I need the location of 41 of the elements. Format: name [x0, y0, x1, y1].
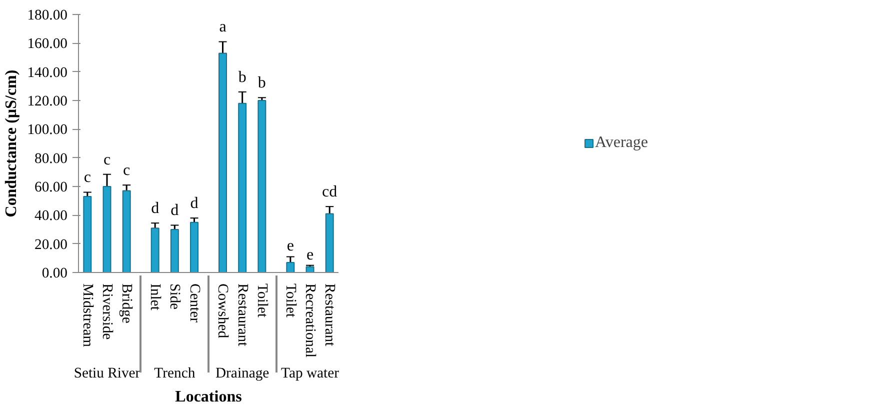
y-axis-title: Conductance (µS/cm) — [3, 70, 20, 218]
y-tick-label: 100.00 — [27, 122, 68, 138]
x-tick-label: Toilet — [282, 284, 298, 318]
data-label: e — [306, 246, 314, 264]
y-tick-label: 160.00 — [27, 36, 68, 52]
data-label: c — [84, 169, 91, 186]
y-tick-label: 0.00 — [42, 266, 68, 282]
data-label: cd — [322, 184, 338, 201]
data-label: b — [258, 74, 266, 92]
x-tick-label: Center — [186, 284, 202, 323]
data-label: a — [219, 18, 226, 36]
x-tick-label: Recreational — [302, 284, 318, 358]
y-tick-label: 60.00 — [34, 180, 68, 196]
text: Setiu River — [74, 366, 140, 382]
data-label: e — [286, 238, 294, 255]
x-tick-label: Cowshed — [214, 284, 231, 339]
y-tick-label: 140.00 — [27, 64, 68, 81]
x-tick-label: Side — [166, 284, 183, 310]
y-tick-label: 80.00 — [34, 150, 68, 167]
data-label: b — [238, 68, 246, 86]
text: Trench — [154, 366, 196, 382]
data-label: d — [151, 200, 160, 218]
data-label: d — [170, 202, 179, 220]
text: Drainage — [215, 366, 270, 382]
x-tick-label: Bridge — [118, 284, 135, 324]
y-tick-label: 40.00 — [34, 208, 68, 224]
legend-label: Average — [595, 134, 648, 152]
x-tick-label: Restaurant — [322, 284, 338, 346]
x-tick-label: Midstream — [79, 284, 96, 348]
y-tick-label: 180.00 — [27, 8, 68, 24]
x-tick-label: Restaurant — [234, 284, 250, 346]
y-tick-label: 120.00 — [27, 94, 68, 110]
x-axis-title: Locations — [175, 388, 242, 406]
x-tick-label: Riverside — [98, 284, 115, 340]
data-label: c — [103, 151, 111, 168]
data-label: d — [190, 195, 198, 212]
data-label: c — [123, 162, 130, 180]
x-tick-label: Inlet — [147, 284, 164, 310]
y-tick-label: 20.00 — [34, 236, 68, 253]
x-tick-label: Toilet — [254, 284, 270, 318]
text: Tap water — [281, 366, 340, 382]
